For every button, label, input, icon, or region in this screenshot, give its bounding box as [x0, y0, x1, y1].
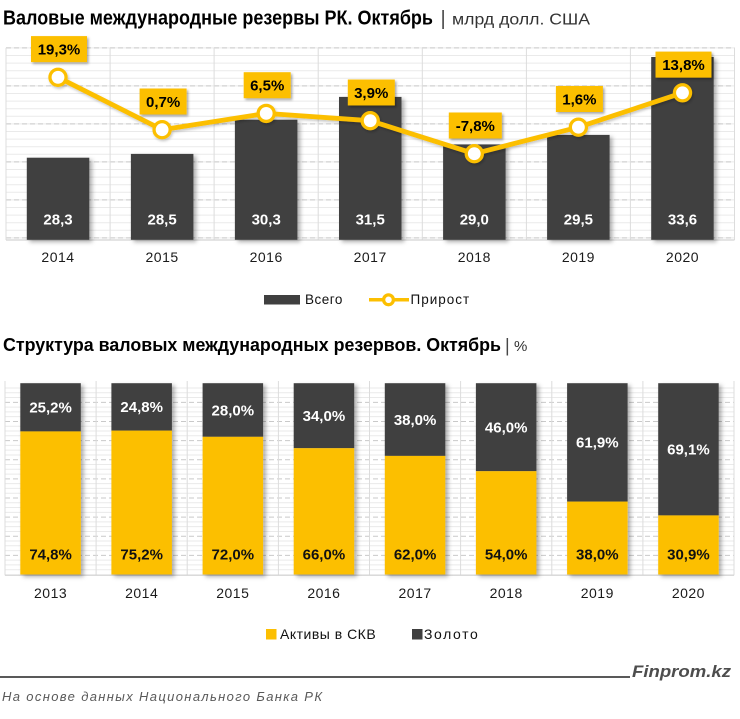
svg-text:29,0: 29,0 — [460, 212, 489, 229]
svg-text:-7,8%: -7,8% — [456, 118, 495, 135]
svg-text:13,8%: 13,8% — [662, 57, 705, 74]
svg-text:2020: 2020 — [672, 585, 705, 601]
svg-text:2015: 2015 — [216, 585, 249, 601]
svg-text:61,9%: 61,9% — [576, 435, 619, 452]
svg-text:Валовые международные резервы: Валовые международные резервы РК. Октябр… — [3, 7, 433, 30]
svg-text:Золото: Золото — [424, 626, 479, 642]
svg-text:38,0%: 38,0% — [576, 547, 619, 564]
svg-text:2014: 2014 — [125, 585, 158, 601]
svg-text:30,3: 30,3 — [252, 212, 281, 229]
svg-text:0,7%: 0,7% — [146, 94, 180, 111]
svg-text:38,0%: 38,0% — [394, 412, 437, 429]
svg-text:2017: 2017 — [399, 585, 432, 601]
svg-text:74,8%: 74,8% — [29, 547, 72, 564]
svg-text:|: | — [441, 8, 446, 30]
svg-text:Всего: Всего — [305, 292, 343, 307]
svg-text:2019: 2019 — [562, 249, 595, 265]
svg-text:3,9%: 3,9% — [354, 85, 388, 102]
svg-text:54,0%: 54,0% — [485, 547, 528, 564]
svg-text:2018: 2018 — [490, 585, 523, 601]
svg-text:2020: 2020 — [666, 249, 699, 265]
svg-text:24,8%: 24,8% — [120, 399, 163, 416]
svg-text:72,0%: 72,0% — [212, 547, 255, 564]
svg-text:33,6: 33,6 — [668, 212, 697, 229]
svg-text:2013: 2013 — [34, 585, 67, 601]
svg-text:Структура валовых международны: Структура валовых международных резервов… — [3, 335, 501, 355]
svg-text:%: % — [514, 338, 527, 355]
svg-text:69,1%: 69,1% — [667, 442, 710, 459]
svg-text:28,5: 28,5 — [147, 212, 176, 229]
svg-text:6,5%: 6,5% — [250, 78, 284, 95]
svg-text:28,3: 28,3 — [43, 212, 72, 229]
svg-text:31,5: 31,5 — [356, 212, 385, 229]
svg-text:|: | — [505, 336, 510, 356]
svg-text:62,0%: 62,0% — [394, 547, 437, 564]
svg-text:30,9%: 30,9% — [667, 547, 710, 564]
svg-text:2017: 2017 — [354, 249, 387, 265]
svg-text:Активы в СКВ: Активы в СКВ — [280, 626, 376, 642]
svg-text:2018: 2018 — [458, 249, 491, 265]
svg-text:75,2%: 75,2% — [120, 547, 163, 564]
svg-text:Прирост: Прирост — [411, 292, 471, 307]
svg-text:25,2%: 25,2% — [29, 400, 72, 417]
svg-text:2015: 2015 — [146, 249, 179, 265]
svg-text:28,0%: 28,0% — [212, 402, 255, 419]
svg-text:Finprom.kz: Finprom.kz — [632, 662, 732, 681]
svg-text:На основе данных Национального: На основе данных Национального Банка РК — [2, 689, 323, 704]
svg-text:2016: 2016 — [307, 585, 340, 601]
svg-text:2016: 2016 — [250, 249, 283, 265]
svg-text:2014: 2014 — [41, 249, 74, 265]
svg-text:66,0%: 66,0% — [303, 547, 346, 564]
svg-text:34,0%: 34,0% — [303, 408, 346, 425]
svg-text:1,6%: 1,6% — [562, 91, 596, 108]
svg-text:19,3%: 19,3% — [38, 41, 81, 58]
svg-text:2019: 2019 — [581, 585, 614, 601]
svg-text:млрд долл. США: млрд долл. США — [452, 12, 590, 29]
svg-text:29,5: 29,5 — [564, 212, 593, 229]
svg-text:46,0%: 46,0% — [485, 420, 528, 437]
